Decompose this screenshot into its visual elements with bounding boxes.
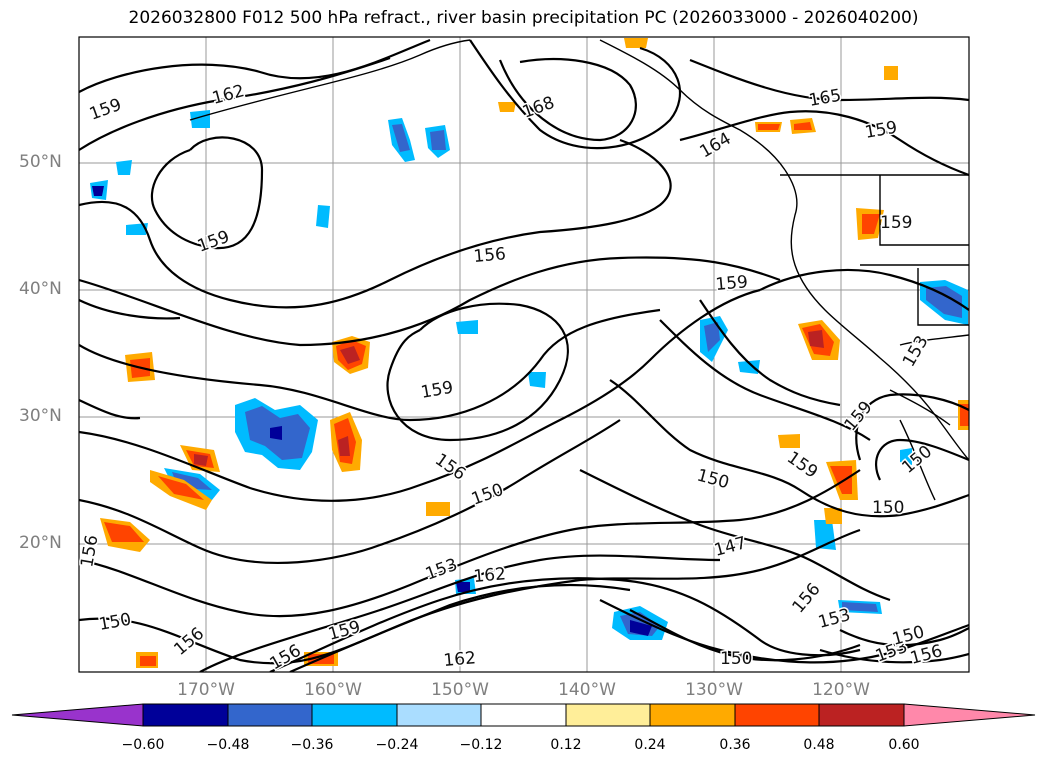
colorbar-tick-label: −0.24: [375, 737, 419, 753]
lat-label: 50°N: [19, 152, 62, 172]
lon-label: 160°W: [304, 680, 362, 700]
contour-label: 162: [473, 564, 507, 587]
contour-label: 150: [872, 498, 904, 518]
map-title: 2026032800 F012 500 hPa refract., river …: [128, 8, 919, 28]
lon-label: 130°W: [685, 680, 743, 700]
contour-label: 156: [473, 244, 507, 267]
lon-label: 150°W: [431, 680, 489, 700]
colorbar-tick-label: 0.60: [888, 737, 920, 753]
colorbar-tick-label: 0.24: [634, 737, 666, 753]
colorbar-extend-high: [903, 703, 1036, 727]
contour-label: 162: [443, 648, 477, 671]
lat-label: 30°N: [19, 406, 62, 426]
colorbar-extend-low: [11, 703, 144, 727]
plot-frame: [78, 36, 970, 673]
colorbar-tick-label: 0.12: [550, 737, 582, 753]
lat-label: 20°N: [19, 533, 62, 553]
positive-pc-center: [194, 330, 824, 466]
lon-label: 170°W: [177, 680, 235, 700]
lat-label: 40°N: [19, 279, 62, 299]
colorbar-tick-label: −0.60: [121, 737, 165, 753]
colorbar-tick-label: −0.36: [290, 737, 334, 753]
negative-pc-center: [92, 186, 652, 636]
colorbar-tick-label: −0.48: [206, 737, 250, 753]
precip-patches: [90, 38, 969, 668]
contour-label: 159: [880, 213, 912, 233]
refractivity-contours: [79, 38, 969, 672]
contour-label: 150: [720, 649, 752, 669]
coastlines: [189, 39, 969, 501]
colorbar-tick-label: 0.48: [803, 737, 835, 753]
colorbar-tick-label: −0.12: [459, 737, 503, 753]
contour-label: 159: [326, 617, 363, 645]
lon-label: 140°W: [558, 680, 616, 700]
colorbar-tick-label: 0.36: [719, 737, 751, 753]
lon-label: 120°W: [812, 680, 870, 700]
colorbar: [11, 703, 1036, 727]
contour-label: 159: [715, 272, 749, 295]
